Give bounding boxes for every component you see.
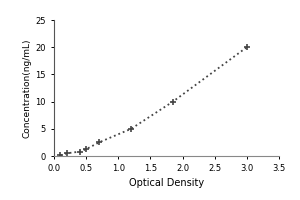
Y-axis label: Concentration(ng/mL): Concentration(ng/mL): [22, 38, 31, 138]
X-axis label: Optical Density: Optical Density: [129, 178, 204, 188]
